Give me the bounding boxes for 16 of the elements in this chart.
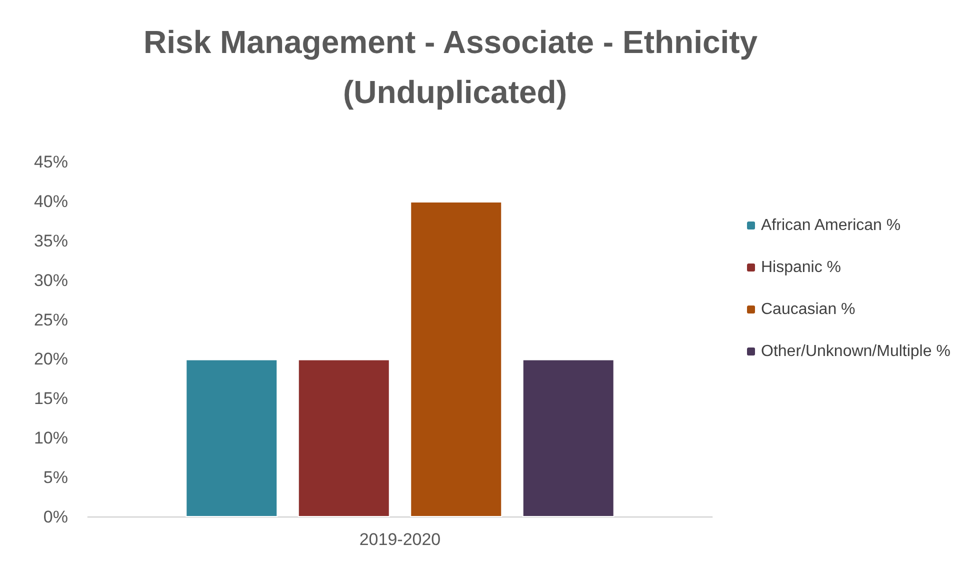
chart-title: Risk Management - Associate - Ethnicity (Unduplicated) [144,24,766,110]
y-tick-label: 5% [43,468,68,488]
legend-label: Caucasian % [761,301,856,318]
y-tick-label: 15% [34,389,68,408]
y-tick-label: 20% [34,350,68,369]
y-tick-label: 35% [34,231,68,250]
legend-label: Other/Unknown/Multiple % [761,343,950,360]
legend-label: African American % [761,217,901,234]
y-tick-label: 0% [43,508,68,526]
y-tick-label: 45% [34,152,68,172]
y-tick-label: 25% [34,310,68,330]
y-tick-label: 40% [34,192,68,211]
y-tick-label: 30% [34,270,68,290]
y-tick-label: 10% [34,428,68,448]
x-tick-label: 2019-2020 [359,530,441,549]
legend-label: Hispanic % [761,259,842,276]
